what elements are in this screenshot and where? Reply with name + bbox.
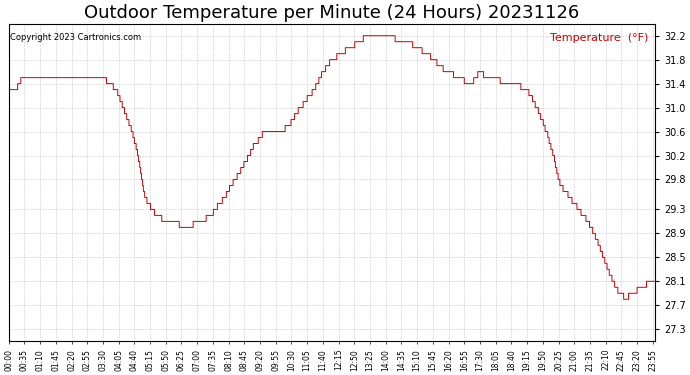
Title: Outdoor Temperature per Minute (24 Hours) 20231126: Outdoor Temperature per Minute (24 Hours… <box>84 4 580 22</box>
Text: Copyright 2023 Cartronics.com: Copyright 2023 Cartronics.com <box>10 33 141 42</box>
Text: Temperature  (°F): Temperature (°F) <box>550 33 649 43</box>
